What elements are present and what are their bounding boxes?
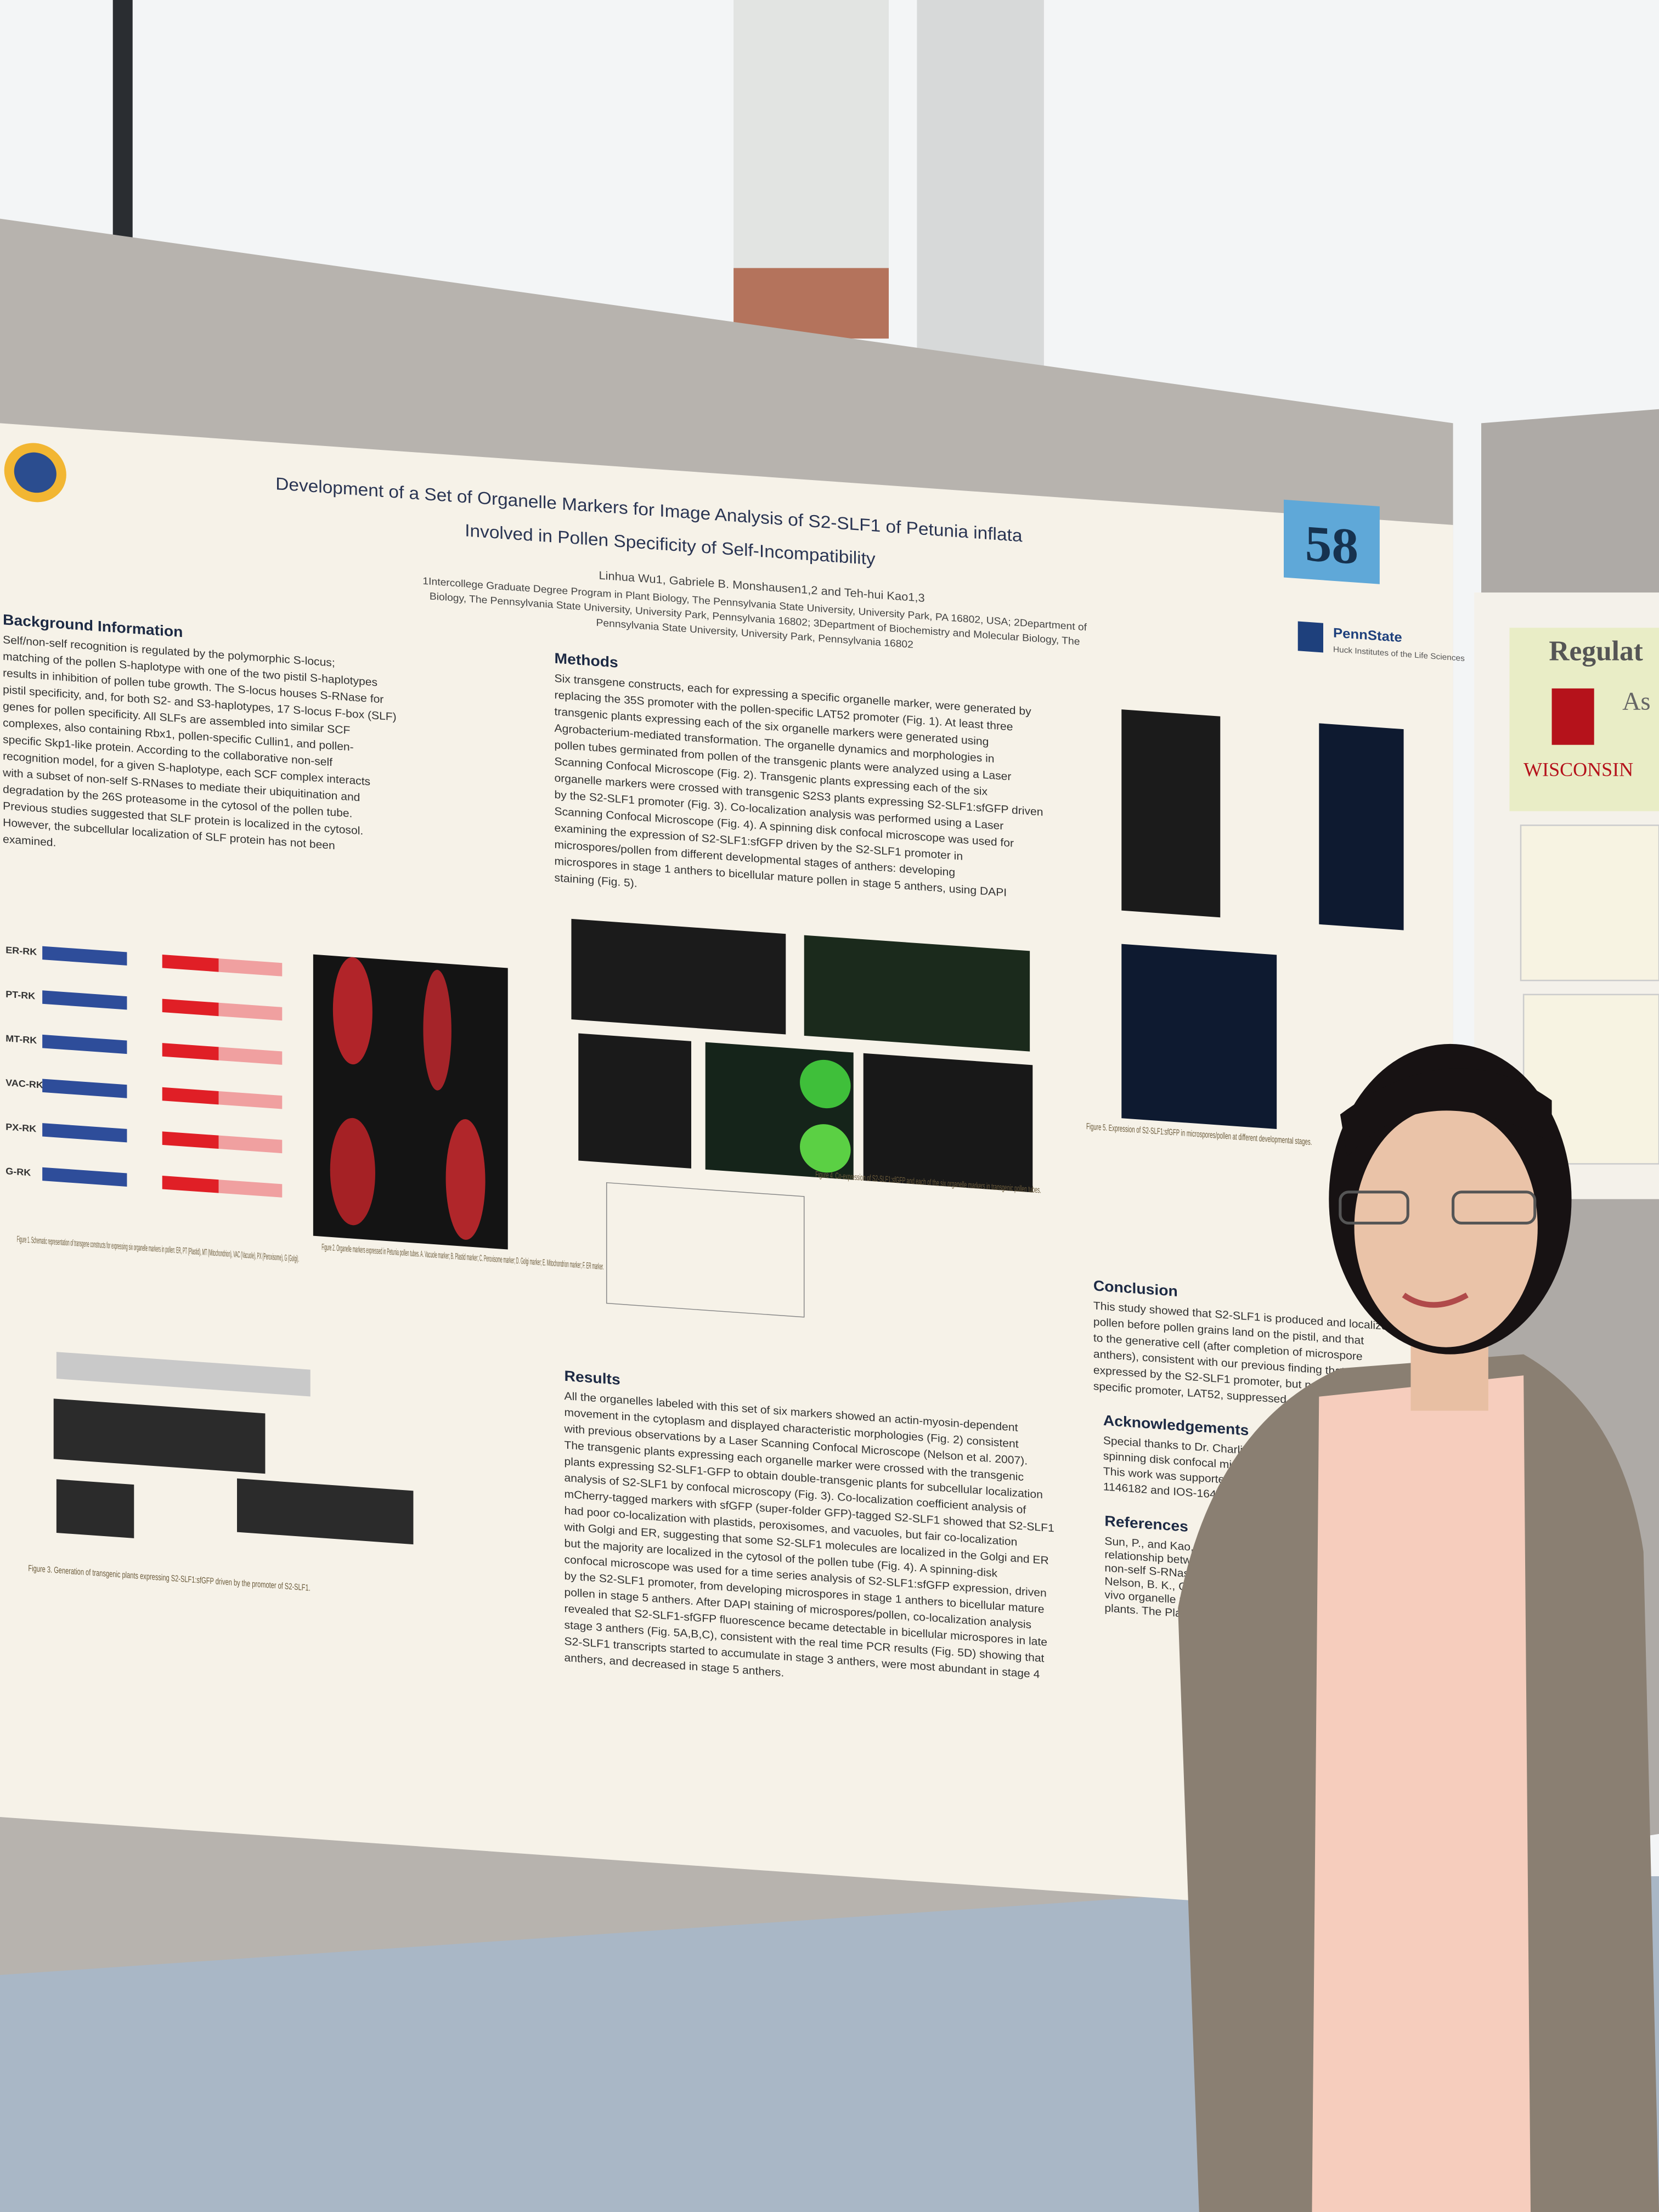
construct-arrow (162, 1043, 219, 1060)
construct-arrow (42, 990, 127, 1010)
construct-arrow (42, 946, 127, 966)
micrograph-cell (423, 969, 452, 1091)
micrograph-cell (330, 1118, 375, 1226)
construct-arrow (162, 954, 219, 972)
construct-arrow (218, 958, 283, 977)
wisconsin-crest (1551, 688, 1594, 745)
construct-arrow (218, 1091, 283, 1109)
construct-label: ER-RK (5, 945, 37, 957)
smile (1402, 1293, 1469, 1308)
construct-label: VAC-RK (5, 1077, 43, 1090)
figure-3-micrographs (804, 935, 1030, 1052)
glasses (1452, 1190, 1537, 1224)
booth-number: 58 (1305, 515, 1359, 575)
side-poster-title: Regulat (1549, 635, 1643, 667)
side-poster-subtitle: As (1622, 687, 1650, 715)
figure-4-chart (606, 1182, 805, 1318)
booth-card (1284, 499, 1380, 584)
construct-arrow (162, 1176, 219, 1193)
window-frame (917, 0, 1044, 367)
construct-arrow (162, 1131, 219, 1149)
construct-arrow (162, 1087, 219, 1105)
hair (1340, 1068, 1552, 1157)
figure-4-micrographs (578, 1033, 692, 1169)
figure-3-gel (56, 1479, 134, 1538)
face (1354, 1107, 1538, 1347)
construct-label: G-RK (5, 1166, 31, 1178)
figure-3-construct (56, 1352, 311, 1397)
nsf-logo (14, 452, 57, 493)
construct-arrow (42, 1079, 127, 1098)
side-poster-logo: WISCONSIN (1523, 758, 1633, 780)
figure-3-gel (237, 1478, 414, 1545)
figure-3-micrographs (571, 918, 786, 1035)
construct-label: PX-RK (5, 1121, 36, 1134)
construct-arrow (218, 1135, 283, 1154)
person (1178, 1043, 1659, 2212)
section-heading: Results (565, 1367, 620, 1387)
construct-arrow (218, 1002, 283, 1021)
construct-arrow (42, 1123, 127, 1143)
construct-label: PT-RK (5, 989, 35, 1001)
figure-5-micrographs (1121, 709, 1221, 918)
pennstate-shield (1297, 621, 1324, 653)
construct-arrow (42, 1167, 127, 1187)
construct-arrow (218, 1047, 283, 1065)
figure-3-gel (53, 1398, 266, 1474)
construct-arrow (162, 998, 219, 1017)
construct-arrow (42, 1034, 127, 1054)
construct-label: MT-RK (5, 1033, 37, 1046)
micrograph-cell (800, 1124, 851, 1173)
construct-arrow (218, 1180, 283, 1198)
figure-5-micrographs (1121, 944, 1277, 1130)
glasses (1339, 1190, 1409, 1224)
poster: 58 Development of a Set of Organelle Mar… (0, 423, 1465, 1919)
micrograph-cell (445, 1119, 486, 1240)
window-frame (112, 0, 133, 240)
side-poster-figure (1520, 825, 1659, 981)
figure-4-micrographs (863, 1053, 1033, 1193)
micrograph-cell (800, 1059, 851, 1109)
micrograph-cell (332, 957, 373, 1065)
figure-5-micrographs (1319, 723, 1404, 930)
shirt (1312, 1375, 1531, 2212)
